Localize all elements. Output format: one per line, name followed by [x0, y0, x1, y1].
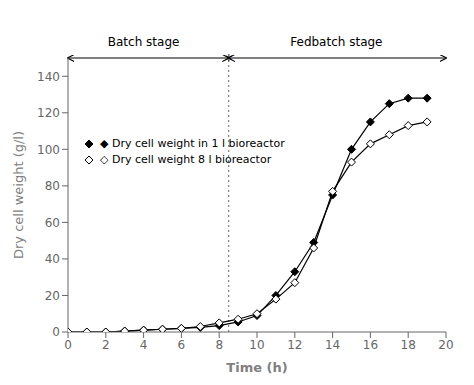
html-text:◆ Dry cell weight in 1 l biore: ◆ Dry cell weight in 1 l bioreactor [100, 137, 285, 150]
svg-text:12: 12 [287, 338, 302, 352]
svg-text:40: 40 [45, 252, 60, 266]
svg-text:Batch stage: Batch stage [108, 35, 180, 49]
svg-text:100: 100 [37, 143, 60, 157]
svg-text:14: 14 [325, 338, 340, 352]
svg-text:0: 0 [64, 338, 72, 352]
svg-text:Fedbatch stage: Fedbatch stage [290, 35, 382, 49]
svg-text:0: 0 [52, 325, 60, 339]
html-text:◇ Dry cell weight 8 l bioreact: ◇ Dry cell weight 8 l bioreactor [100, 153, 272, 166]
svg-text:140: 140 [37, 70, 60, 84]
svg-text:80: 80 [45, 179, 60, 193]
svg-text:6: 6 [178, 338, 186, 352]
svg-text:20: 20 [45, 289, 60, 303]
svg-text:18: 18 [401, 338, 416, 352]
svg-text:4: 4 [140, 338, 148, 352]
svg-text:Time (h): Time (h) [226, 360, 287, 375]
svg-text:20: 20 [438, 338, 453, 352]
svg-text:10: 10 [249, 338, 264, 352]
svg-text:8: 8 [215, 338, 223, 352]
svg-text:Dry cell weight (g/l): Dry cell weight (g/l) [11, 131, 26, 259]
svg-text:*: * [225, 52, 233, 70]
svg-text:2: 2 [102, 338, 110, 352]
svg-text:120: 120 [37, 106, 60, 120]
svg-text:16: 16 [363, 338, 378, 352]
svg-text:60: 60 [45, 216, 60, 230]
